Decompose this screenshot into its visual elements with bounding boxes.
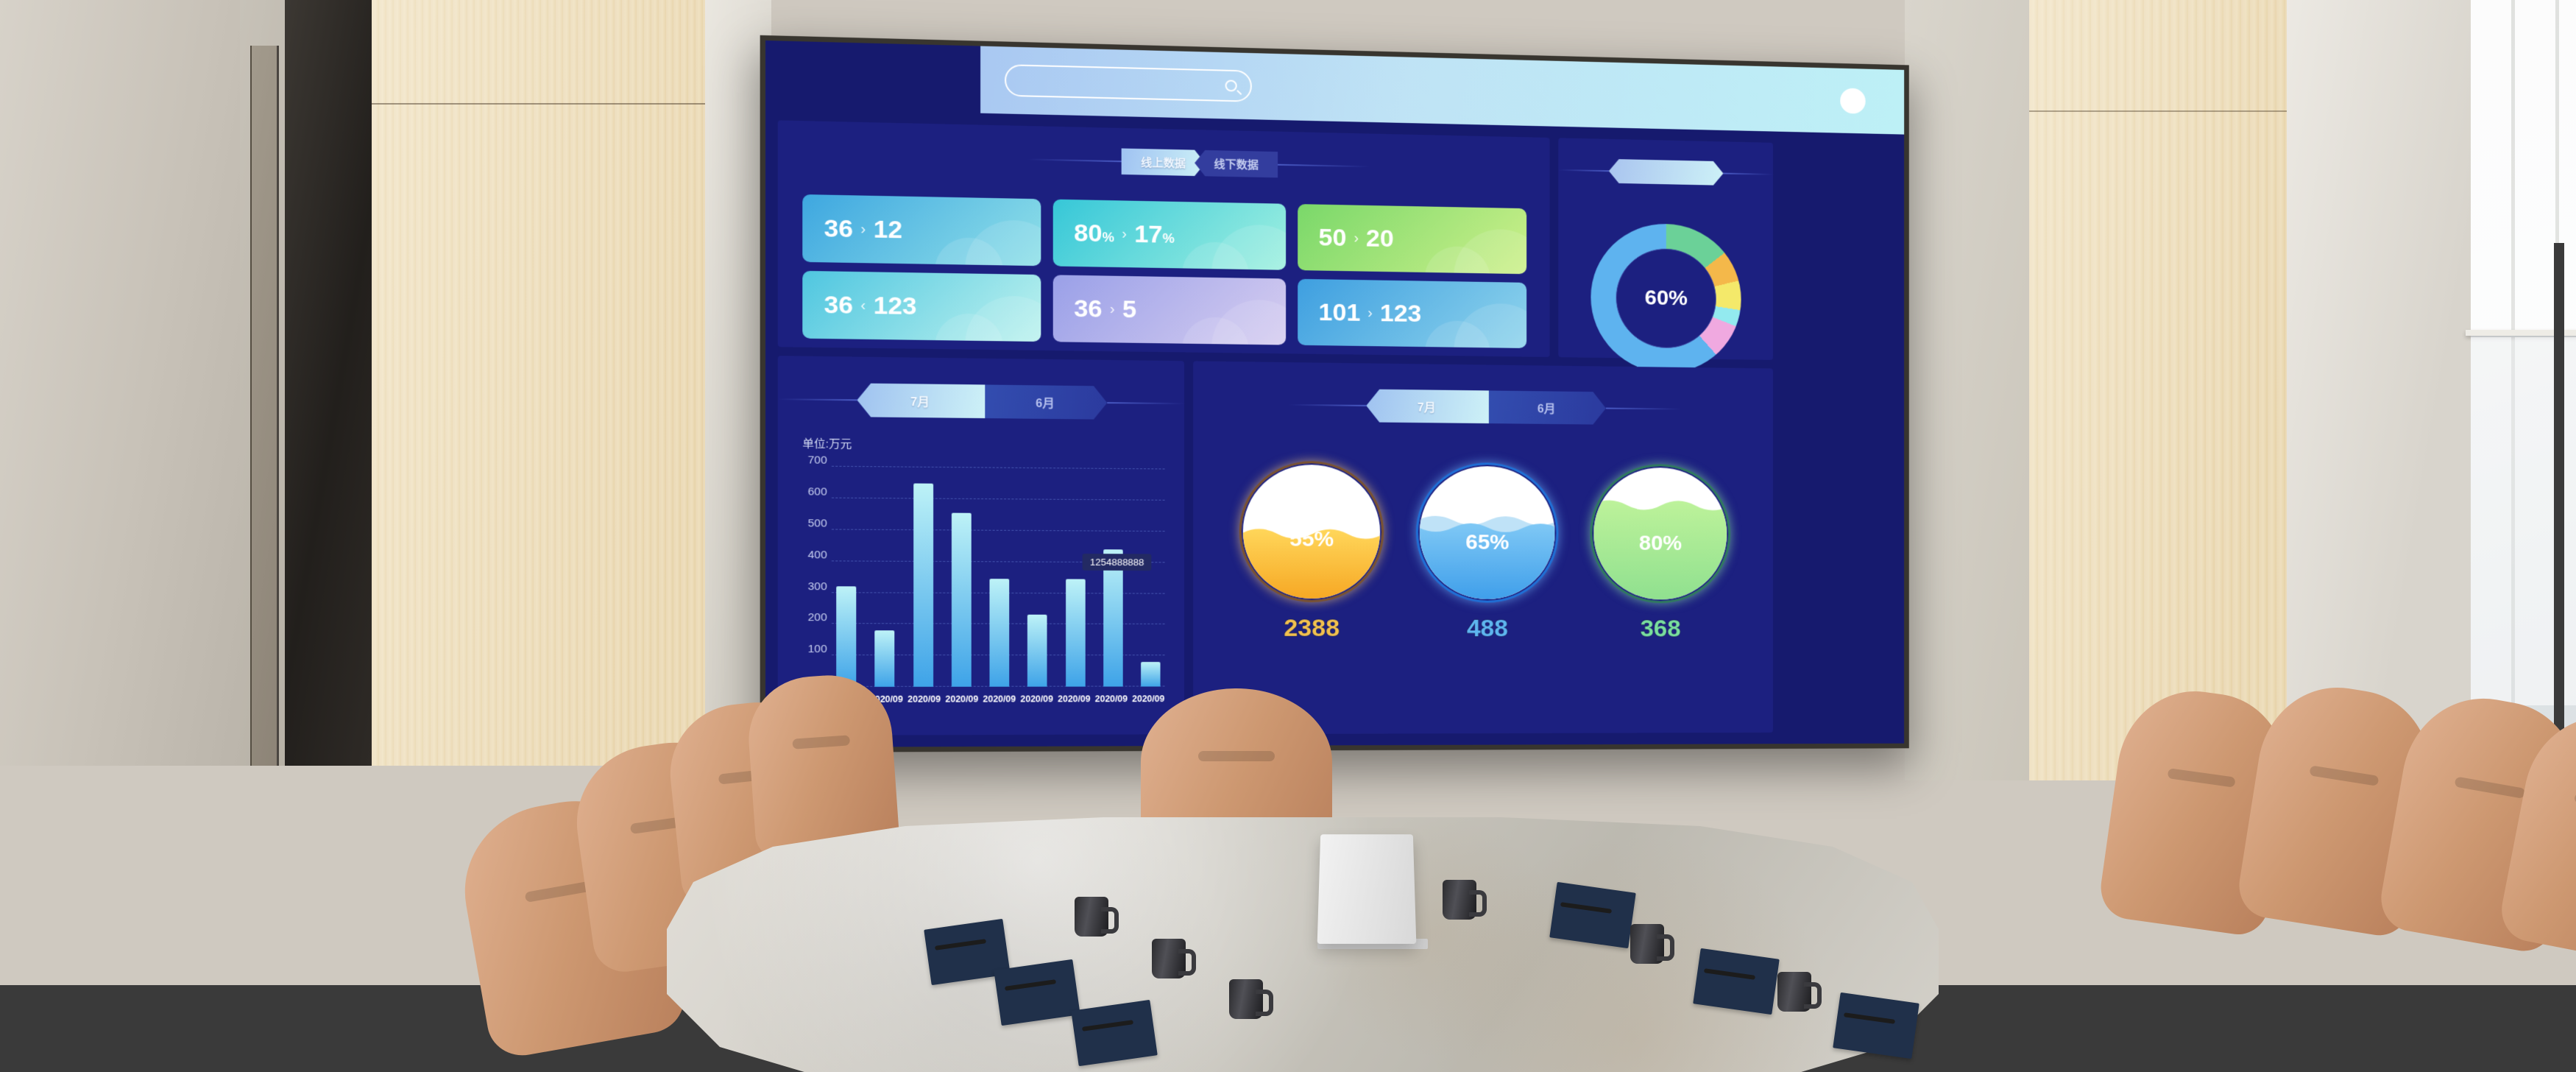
svg-text:55%: 55% bbox=[1289, 526, 1334, 551]
svg-text:80%: 80% bbox=[1639, 531, 1682, 555]
svg-text:65%: 65% bbox=[1465, 530, 1509, 554]
